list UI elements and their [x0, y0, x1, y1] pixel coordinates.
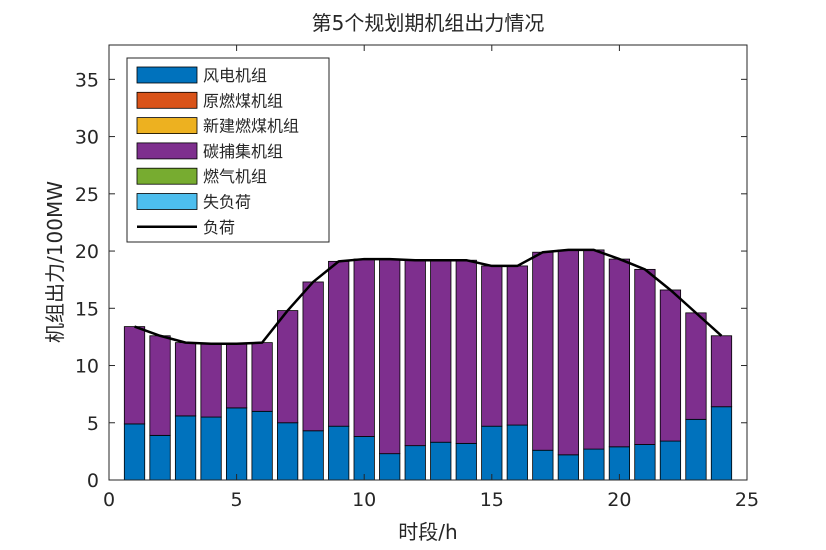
x-tick-label: 10 — [352, 489, 376, 511]
bar-segment-series-3-x-10 — [353, 258, 375, 437]
x-tick-label: 0 — [103, 489, 115, 511]
x-axis: 0 5 10 15 20 25 — [103, 45, 759, 511]
bar-segment-series-0-x-21 — [634, 444, 656, 481]
legend-swatch-5 — [136, 193, 198, 210]
bar-segment-series-0-x-24 — [710, 406, 733, 481]
bar-segment-series-3-x-1 — [123, 326, 146, 425]
bar-segment-series-3-x-18 — [557, 249, 579, 456]
x-tick-label: 15 — [480, 489, 504, 511]
bar-segment-series-0-x-3 — [174, 415, 197, 481]
bar-segment-series-0-x-18 — [557, 454, 579, 481]
legend-swatch-0 — [136, 66, 198, 84]
chart-title: 第5个规划期机组出力情况 — [312, 11, 545, 35]
legend-label-4: 燃气机组 — [203, 167, 267, 186]
bar-segment-series-3-x-11 — [379, 258, 401, 455]
bar-segment-series-3-x-6 — [251, 342, 273, 412]
bar-segment-series-3-x-9 — [328, 260, 350, 427]
y-tick-label: 5 — [87, 413, 99, 435]
bar-segment-series-3-x-19 — [583, 249, 605, 450]
legend-label-5: 失负荷 — [203, 193, 251, 212]
bar-segment-series-3-x-14 — [455, 259, 477, 444]
legend-label-0: 风电机组 — [203, 66, 267, 85]
legend-label-3: 碳捕集机组 — [203, 142, 283, 161]
bar-segment-series-3-x-24 — [710, 335, 733, 408]
x-axis-title: 时段/h — [398, 520, 457, 544]
legend-label-1: 原燃煤机组 — [203, 91, 283, 110]
bar-segment-series-3-x-2 — [149, 335, 171, 436]
bar-segment-series-0-x-4 — [200, 416, 222, 481]
bar-segment-series-0-x-1 — [123, 423, 146, 481]
bar-segment-series-0-x-16 — [506, 424, 528, 481]
y-tick-label: 25 — [75, 184, 99, 206]
bar-segment-series-3-x-23 — [685, 312, 707, 420]
bar-segment-series-3-x-12 — [404, 259, 426, 447]
load-line — [134, 248, 723, 346]
bar-segment-series-0-x-13 — [430, 441, 452, 481]
bar-segment-series-3-x-22 — [659, 289, 682, 442]
bar-segment-series-3-x-16 — [506, 265, 528, 426]
y-tick-label: 30 — [75, 127, 99, 149]
x-tick-label: 25 — [735, 489, 759, 511]
bar-segment-series-0-x-5 — [225, 407, 248, 481]
y-tick-label: 35 — [75, 69, 99, 91]
bar-segment-series-3-x-4 — [200, 343, 222, 418]
bar-segment-series-0-x-14 — [455, 442, 477, 481]
bar-segment-series-0-x-19 — [583, 448, 605, 481]
bar-segment-series-3-x-5 — [225, 343, 248, 409]
legend-label-6: 负荷 — [203, 218, 235, 237]
bar-segment-series-0-x-12 — [404, 445, 426, 481]
bar-segment-series-0-x-23 — [685, 418, 707, 481]
bar-segment-series-3-x-17 — [532, 251, 554, 451]
legend-swatch-2 — [136, 117, 198, 134]
legend-swatch-3 — [136, 142, 198, 160]
legend-swatch-1 — [136, 91, 198, 109]
x-tick-label: 5 — [231, 489, 243, 511]
y-tick-label: 0 — [87, 470, 99, 492]
x-tick-label: 20 — [607, 489, 631, 511]
bar-segment-series-0-x-2 — [149, 434, 171, 481]
bar-segment-series-0-x-7 — [277, 422, 299, 481]
bar-segment-series-3-x-21 — [634, 268, 656, 445]
bar-segment-series-3-x-13 — [430, 259, 452, 443]
bar-segment-series-3-x-3 — [174, 342, 197, 417]
bar-segment-series-0-x-17 — [532, 449, 554, 481]
bar-segment-series-3-x-7 — [277, 310, 299, 424]
bar-segment-series-0-x-11 — [379, 453, 401, 481]
bar-segment-series-3-x-20 — [608, 258, 631, 448]
legend-label-2: 新建燃煤机组 — [203, 117, 299, 136]
y-tick-label: 20 — [75, 241, 99, 263]
bar-segment-series-0-x-8 — [302, 430, 324, 481]
y-tick-label: 15 — [75, 298, 99, 320]
bar-segment-series-0-x-6 — [251, 410, 273, 481]
bar-segment-series-0-x-22 — [659, 440, 682, 481]
bar-segment-series-3-x-15 — [481, 265, 503, 427]
bar-segment-series-0-x-15 — [481, 425, 503, 481]
bar-segment-series-3-x-8 — [302, 281, 324, 432]
bar-segment-series-0-x-10 — [353, 436, 375, 481]
y-axis-title: 机组出力/100MW — [43, 181, 67, 343]
bar-segment-series-0-x-9 — [328, 425, 350, 481]
y-tick-label: 10 — [75, 356, 99, 378]
legend-swatch-4 — [136, 167, 198, 185]
plot-area-frame — [108, 44, 748, 481]
y-axis: 0 5 10 15 20 25 30 35 — [75, 69, 747, 492]
load-line-layer — [134, 248, 723, 346]
bars-layer — [123, 249, 733, 481]
